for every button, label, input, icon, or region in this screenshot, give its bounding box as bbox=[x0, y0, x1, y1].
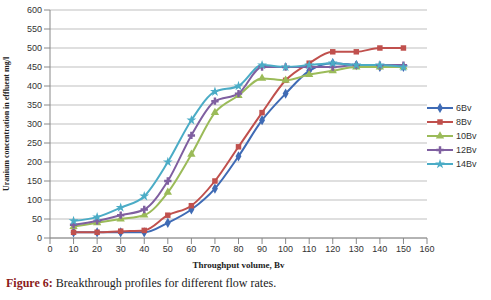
svg-text:0: 0 bbox=[37, 233, 42, 243]
svg-text:10: 10 bbox=[69, 244, 79, 254]
svg-text:80: 80 bbox=[233, 244, 243, 254]
html-text:Figure 6: Breakthrough profile: Figure 6: Breakthrough profiles for diff… bbox=[6, 276, 277, 290]
svg-text:550: 550 bbox=[27, 24, 42, 34]
svg-text:60: 60 bbox=[186, 244, 196, 254]
svg-text:110: 110 bbox=[302, 244, 316, 254]
svg-text:100: 100 bbox=[278, 244, 293, 254]
svg-text:40: 40 bbox=[139, 244, 149, 254]
svg-text:50: 50 bbox=[32, 214, 42, 224]
html-text:14Bv: 14Bv bbox=[456, 159, 477, 169]
svg-text:600: 600 bbox=[27, 5, 42, 15]
svg-text:450: 450 bbox=[27, 62, 42, 72]
svg-text:150: 150 bbox=[27, 176, 42, 186]
svg-text:70: 70 bbox=[210, 244, 220, 254]
svg-text:300: 300 bbox=[27, 119, 42, 129]
svg-text:Uranium concentration in efflu: Uranium concentration in effluent mg/l bbox=[8, 56, 11, 191]
html-text:10Bv: 10Bv bbox=[456, 131, 477, 141]
svg-text:130: 130 bbox=[349, 244, 364, 254]
svg-text:100: 100 bbox=[27, 195, 42, 205]
svg-text:150: 150 bbox=[396, 244, 411, 254]
svg-text:20: 20 bbox=[92, 244, 102, 254]
html-text:8Bv: 8Bv bbox=[456, 117, 472, 127]
svg-text:50: 50 bbox=[163, 244, 173, 254]
svg-text:0: 0 bbox=[47, 244, 52, 254]
svg-text:160: 160 bbox=[419, 244, 434, 254]
svg-text:200: 200 bbox=[27, 157, 42, 167]
svg-text:350: 350 bbox=[27, 100, 42, 110]
svg-text:140: 140 bbox=[372, 244, 387, 254]
html-text:6Bv: 6Bv bbox=[456, 103, 472, 113]
html-text:12Bv: 12Bv bbox=[456, 145, 477, 155]
svg-text:Throughput volume, Bv: Throughput volume, Bv bbox=[192, 260, 285, 270]
svg-text:90: 90 bbox=[257, 244, 267, 254]
svg-text:250: 250 bbox=[27, 138, 42, 148]
svg-text:500: 500 bbox=[27, 43, 42, 53]
svg-text:120: 120 bbox=[325, 244, 340, 254]
svg-text:400: 400 bbox=[27, 81, 42, 91]
svg-text:30: 30 bbox=[116, 244, 126, 254]
